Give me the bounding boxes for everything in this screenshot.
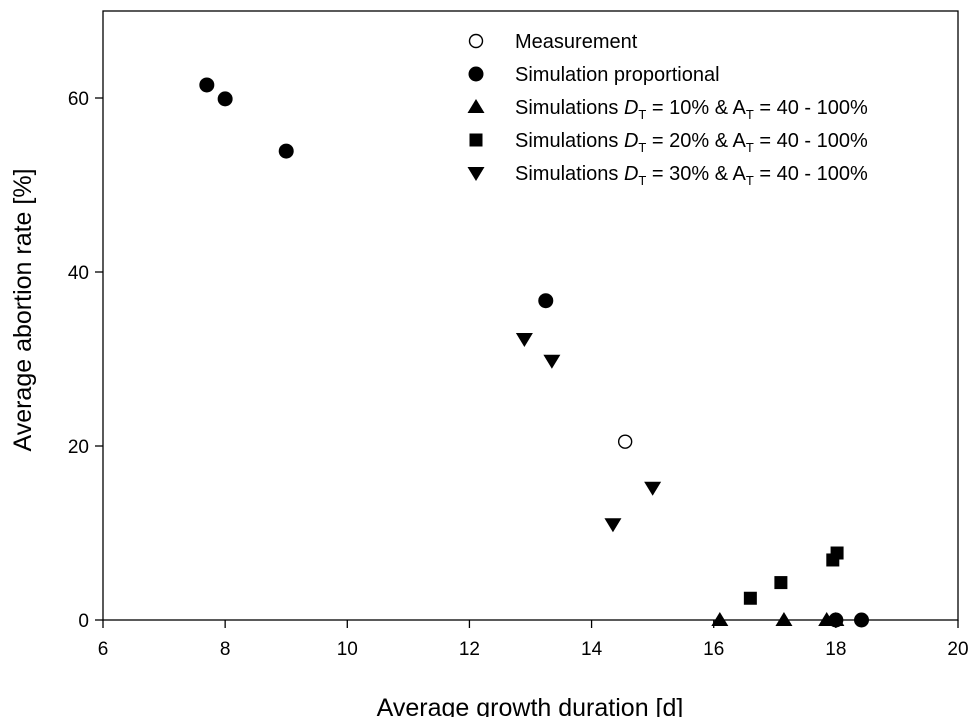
data-point-series-2 xyxy=(217,91,233,107)
legend: Measurement Simulation proportional Simula… xyxy=(467,31,868,188)
y-tick-label: 20 xyxy=(68,437,89,458)
x-axis-label: Average growth duration [d] xyxy=(377,694,684,717)
legend-label-series-5: Simulations DT = 30% & AT = 40 - 100% xyxy=(515,163,868,188)
y-tick-label: 40 xyxy=(68,263,89,284)
x-tick-label: 18 xyxy=(825,639,846,660)
legend-label-series-1: Measurement xyxy=(515,31,638,53)
data-point-series-5 xyxy=(644,481,662,496)
x-tick-label: 10 xyxy=(337,639,358,660)
legend-label-series-2: Simulation proportional xyxy=(515,64,720,86)
data-point-series-5 xyxy=(543,354,561,369)
data-point-series-4 xyxy=(774,576,788,590)
legend-marker-series-4 xyxy=(469,133,483,147)
legend-marker-series-3 xyxy=(467,99,485,113)
y-tick-label: 0 xyxy=(78,611,89,632)
x-tick-label: 12 xyxy=(459,639,480,660)
plot-area-border xyxy=(102,10,959,621)
data-point-series-5 xyxy=(604,518,622,533)
data-point-series-1 xyxy=(617,434,633,449)
data-point-series-5 xyxy=(515,332,533,347)
x-tick-label: 8 xyxy=(220,639,231,660)
data-point-series-3 xyxy=(775,612,793,626)
data-point-series-4 xyxy=(743,591,757,605)
legend-marker-series-1 xyxy=(468,33,484,49)
data-point-series-3 xyxy=(711,612,729,626)
x-tick-label: 16 xyxy=(703,639,724,660)
y-tick-label: 60 xyxy=(68,89,89,110)
legend-marker-series-2 xyxy=(468,66,484,82)
plot-frame xyxy=(102,10,959,621)
data-points xyxy=(199,77,870,628)
y-axis: 0 20 40 60 xyxy=(68,89,103,632)
data-point-series-2 xyxy=(538,293,554,309)
data-point-series-4 xyxy=(830,546,844,560)
legend-marker-series-5 xyxy=(467,167,485,181)
legend-label-series-3: Simulations DT = 10% & AT = 40 - 100% xyxy=(515,97,868,122)
data-point-series-2 xyxy=(278,143,294,159)
y-axis-label: Average abortion rate [%] xyxy=(9,168,37,451)
x-tick-label: 14 xyxy=(581,639,603,660)
legend-label-series-4: Simulations DT = 20% & AT = 40 - 100% xyxy=(515,130,868,155)
data-point-series-2 xyxy=(854,612,870,628)
x-tick-label: 20 xyxy=(947,639,968,660)
data-point-series-3 xyxy=(827,612,845,626)
x-tick-label: 6 xyxy=(98,639,109,660)
data-point-series-2 xyxy=(199,77,215,93)
